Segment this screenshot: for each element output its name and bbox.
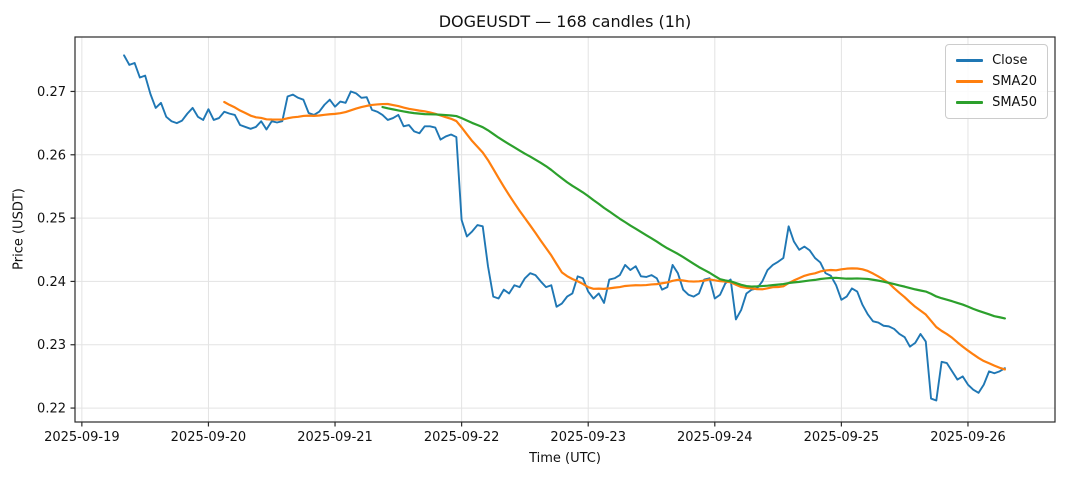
y-tick-label: 0.27 xyxy=(37,85,66,100)
x-tick-label: 2025-09-21 xyxy=(297,430,373,445)
x-tick-label: 2025-09-25 xyxy=(804,430,880,445)
x-axis-label: Time (UTC) xyxy=(529,451,601,466)
plot-border xyxy=(74,36,1056,423)
close-line-swatch xyxy=(956,59,984,62)
sma20-line-swatch xyxy=(956,80,984,83)
legend-label-close: Close xyxy=(992,53,1028,68)
sma50-line-swatch xyxy=(956,101,984,104)
x-tick-label: 2025-09-24 xyxy=(677,430,753,445)
close-line xyxy=(123,54,1006,402)
y-tick-label: 0.26 xyxy=(37,148,66,163)
chart-title: DOGEUSDT — 168 candles (1h) xyxy=(438,12,692,31)
legend: Close SMA20 SMA50 xyxy=(945,44,1048,119)
x-tick-label: 2025-09-20 xyxy=(171,430,247,445)
legend-item-sma20: SMA20 xyxy=(956,74,1037,89)
x-tick-label: 2025-09-26 xyxy=(930,430,1006,445)
legend-item-close: Close xyxy=(956,53,1037,68)
y-tick-label: 0.24 xyxy=(37,275,66,290)
x-tick-label: 2025-09-23 xyxy=(550,430,626,445)
y-axis-label: Price (USDT) xyxy=(11,188,27,270)
y-tick-label: 0.22 xyxy=(37,402,66,417)
legend-item-sma50: SMA50 xyxy=(956,95,1037,110)
y-tick-label: 0.25 xyxy=(37,212,66,227)
x-tick-label: 2025-09-19 xyxy=(44,430,120,445)
x-tick-label: 2025-09-22 xyxy=(424,430,500,445)
y-tick-label: 0.23 xyxy=(37,338,66,353)
legend-label-sma20: SMA20 xyxy=(992,74,1037,89)
legend-label-sma50: SMA50 xyxy=(992,95,1037,110)
sma50-line xyxy=(381,105,1006,320)
sma20-line xyxy=(223,100,1006,371)
